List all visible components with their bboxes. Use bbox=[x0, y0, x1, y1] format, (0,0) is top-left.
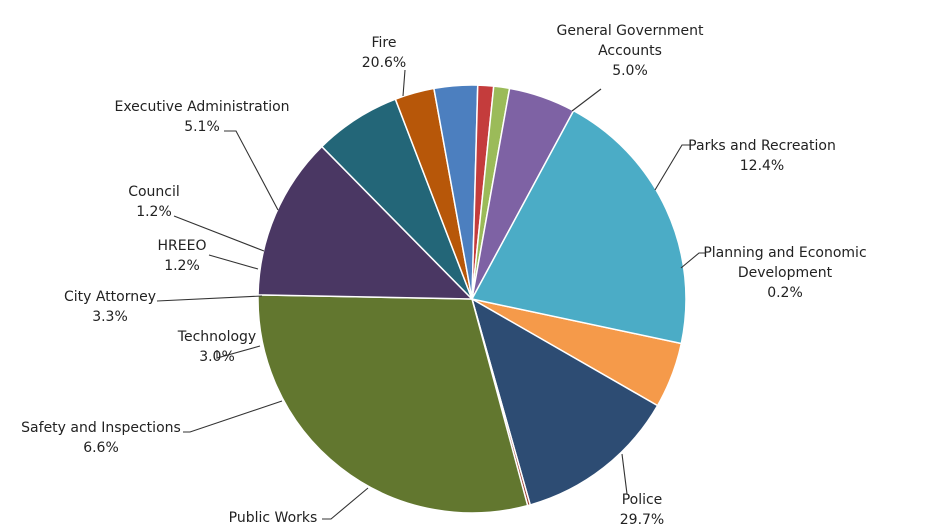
label-text: Parks and Recreation bbox=[688, 138, 836, 154]
label-police: Police 29.7% bbox=[620, 492, 664, 524]
label-text: Police bbox=[622, 492, 663, 508]
label-value: 6.6% bbox=[83, 440, 119, 456]
slice-police bbox=[257, 294, 529, 514]
label-text: Executive Administration bbox=[114, 99, 289, 115]
label-value: 3.3% bbox=[92, 309, 128, 325]
label-value: 5.1% bbox=[184, 119, 220, 135]
leader-city-attorney bbox=[156, 295, 263, 302]
label-technology: Technology 3.0% bbox=[177, 329, 256, 365]
leader-planning-and-economic-development bbox=[680, 252, 706, 269]
leader-technology bbox=[216, 345, 261, 359]
label-text: Safety and Inspections bbox=[21, 420, 181, 436]
label-value: 1.2% bbox=[136, 204, 172, 220]
leader-general-government-accounts bbox=[571, 88, 602, 112]
slice-public-works bbox=[257, 145, 474, 300]
label-city-attorney: City Attorney 3.3% bbox=[64, 289, 156, 325]
label-text: Development bbox=[738, 265, 833, 281]
label-value: 29.7% bbox=[620, 512, 664, 524]
label-value: 0.2% bbox=[767, 285, 803, 301]
leader-executive-administration bbox=[224, 130, 279, 211]
label-planning-and-economic-development: Planning and Economic Development 0.2% bbox=[703, 245, 866, 301]
label-text: Council bbox=[128, 184, 180, 200]
leader-parks-and-recreation bbox=[654, 144, 690, 191]
leader-hreeo bbox=[208, 254, 259, 270]
leader-fire bbox=[402, 69, 406, 97]
label-fire: Fire 20.6% bbox=[362, 35, 406, 71]
label-executive-administration: Executive Administration 5.1% bbox=[114, 99, 289, 135]
pie-slices bbox=[257, 84, 687, 514]
label-text: Planning and Economic bbox=[703, 245, 866, 261]
label-value: 3.0% bbox=[199, 349, 235, 365]
label-text: Accounts bbox=[598, 43, 662, 59]
label-parks-and-recreation: Parks and Recreation 12.4% bbox=[688, 138, 836, 174]
slice-labels: General Government Accounts 5.0% Parks and … bbox=[21, 23, 866, 524]
leader-police bbox=[621, 453, 628, 495]
slice-fire bbox=[470, 109, 687, 345]
leader-council bbox=[173, 215, 265, 252]
label-text: City Attorney bbox=[64, 289, 156, 305]
leader-public-works bbox=[322, 487, 369, 520]
label-text: HREEO bbox=[158, 238, 207, 254]
label-value: 20.6% bbox=[362, 55, 406, 71]
label-council: Council 1.2% bbox=[128, 184, 180, 220]
label-text: Technology bbox=[177, 329, 256, 345]
label-public-works: Public Works bbox=[229, 510, 318, 524]
slice-parks-and-recreation bbox=[470, 297, 659, 506]
label-hreeo: HREEO 1.2% bbox=[158, 238, 207, 274]
label-safety-and-inspections: Safety and Inspections 6.6% bbox=[21, 420, 181, 456]
label-general-government-accounts: General Government Accounts 5.0% bbox=[557, 23, 704, 79]
label-value: 12.4% bbox=[740, 158, 784, 174]
label-value: 5.0% bbox=[612, 63, 648, 79]
label-text: Public Works bbox=[229, 510, 318, 524]
label-text: General Government bbox=[557, 23, 704, 39]
label-text: Fire bbox=[372, 35, 397, 51]
label-value: 1.2% bbox=[164, 258, 200, 274]
leader-lines bbox=[156, 69, 706, 520]
leader-safety-and-inspections bbox=[183, 400, 283, 433]
